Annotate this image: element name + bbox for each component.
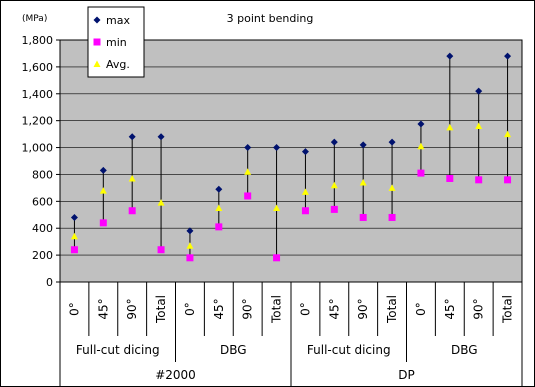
max-marker	[359, 141, 367, 149]
y-tick-label: 1,600	[22, 61, 54, 74]
min-marker	[157, 246, 165, 254]
avg-marker	[417, 142, 425, 150]
avg-marker	[244, 168, 252, 175]
group-label: Full-cut dicing	[307, 343, 391, 357]
x-category-axis: 0° 45° 90° Total 0° 45° 90° Total 0° 45° 90° Total 0…	[59, 282, 523, 386]
max-marker	[504, 52, 512, 60]
avg-marker	[186, 242, 194, 249]
category-label: 90°	[472, 298, 486, 319]
max-marker	[446, 52, 454, 60]
legend: max min Avg.	[87, 6, 145, 78]
avg-marker	[359, 179, 367, 186]
range-lines	[73, 56, 509, 258]
min-marker	[359, 213, 367, 221]
category-label: 0°	[298, 302, 312, 316]
max-marker	[475, 87, 483, 95]
max-marker	[273, 144, 281, 152]
min-marker	[504, 176, 512, 184]
min-marker	[273, 254, 281, 262]
category-label: 0°	[414, 302, 428, 316]
y-tick-label: 200	[32, 249, 53, 262]
y-tick-label: 1,400	[22, 88, 54, 101]
category-label: 90°	[356, 298, 370, 319]
y-axis-unit: (MPa)	[22, 14, 47, 24]
min-marker	[215, 223, 223, 231]
legend-label: Avg.	[106, 58, 130, 71]
chart-title: 3 point bending	[227, 12, 314, 25]
max-marker	[186, 227, 194, 235]
min-marker	[475, 176, 483, 184]
group-label: DBG	[220, 343, 247, 357]
y-tick-label: 800	[32, 168, 53, 181]
legend-marker	[93, 16, 101, 24]
min-marker	[70, 246, 78, 254]
max-marker	[215, 185, 223, 193]
category-label: Total	[154, 295, 168, 324]
avg-marker	[99, 187, 107, 194]
avg-marker	[388, 184, 396, 191]
grid-lines	[60, 66, 522, 256]
avg-marker	[446, 123, 454, 131]
avg-marker	[215, 204, 223, 212]
category-label: 45°	[327, 298, 341, 319]
min-marker	[417, 169, 425, 177]
y-tick-label: 1,200	[22, 115, 54, 128]
category-label: 45°	[212, 298, 226, 319]
category-label: Total	[501, 295, 515, 324]
avg-marker	[157, 199, 165, 206]
category-label: Total	[270, 295, 284, 324]
max-marker	[70, 213, 78, 221]
min-marker	[446, 174, 454, 182]
super-group-label: DP	[398, 368, 414, 382]
legend-marker	[93, 60, 101, 67]
y-axis: 0 200 400 600 800 1,000 1,200 1,400 1,600 1,800	[22, 34, 60, 289]
category-label: 0°	[67, 302, 81, 316]
max-marker	[388, 138, 396, 146]
max-marker	[99, 166, 107, 174]
max-marker	[301, 148, 309, 156]
min-marker	[388, 213, 396, 221]
category-label: 90°	[241, 298, 255, 319]
legend-label: max	[106, 14, 130, 27]
y-tick-label: 1,800	[22, 34, 54, 47]
min-marker	[244, 192, 252, 200]
category-label: Total	[385, 295, 399, 324]
avg-marker	[330, 181, 338, 189]
min-marker	[301, 207, 309, 215]
category-label: 0°	[183, 302, 197, 316]
avg-marker	[273, 204, 281, 212]
min-marker	[186, 254, 194, 262]
y-tick-label: 400	[32, 222, 53, 235]
max-marker	[417, 120, 425, 128]
min-marker	[128, 207, 136, 215]
min-marker	[99, 219, 107, 227]
y-tick-label: 600	[32, 195, 53, 208]
plot-area	[59, 39, 523, 283]
min-marker	[330, 205, 338, 213]
category-label: 45°	[96, 298, 110, 319]
max-marker	[244, 144, 252, 152]
y-tick-label: 1,000	[22, 142, 54, 155]
max-marker	[157, 133, 165, 141]
group-label: Full-cut dicing	[76, 343, 160, 357]
y-tick-label: 0	[46, 276, 53, 289]
data-markers	[70, 52, 512, 262]
category-label: 90°	[125, 298, 139, 319]
legend-label: min	[106, 36, 127, 49]
category-label: 45°	[443, 298, 457, 319]
avg-marker	[301, 188, 309, 195]
avg-marker	[128, 174, 136, 182]
max-marker	[330, 138, 338, 146]
avg-marker	[504, 130, 512, 138]
avg-marker	[70, 232, 78, 240]
max-marker	[128, 133, 136, 141]
super-group-label: #2000	[155, 368, 196, 382]
avg-marker	[475, 122, 483, 130]
group-label: DBG	[451, 343, 478, 357]
legend-marker	[93, 38, 101, 46]
